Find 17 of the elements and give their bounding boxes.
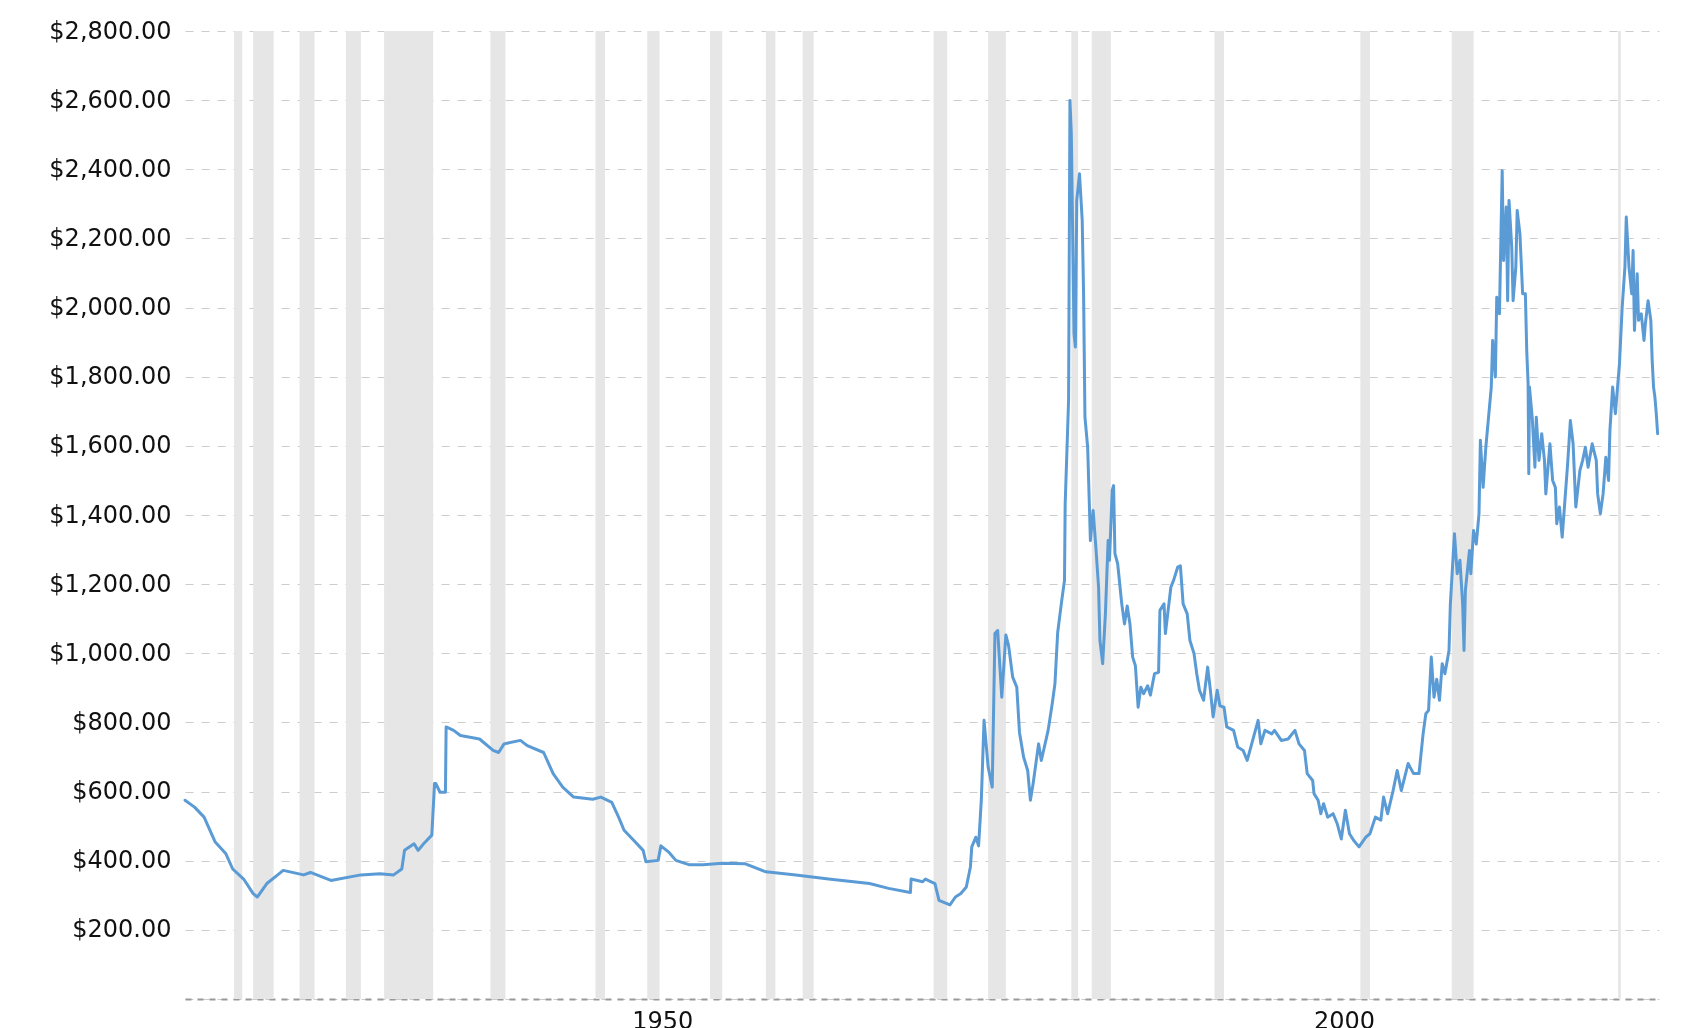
- y-tick-label: $400.00: [72, 846, 172, 875]
- y-tick-label: $1,200.00: [49, 569, 172, 598]
- y-tick-label: $800.00: [72, 707, 172, 736]
- y-tick-label: $1,800.00: [49, 362, 172, 391]
- y-tick-label: $1,400.00: [49, 500, 172, 529]
- line-series: [183, 98, 1660, 907]
- y-tick-label: $200.00: [72, 915, 172, 944]
- y-tick-label: $2,000.00: [49, 293, 172, 322]
- y-tick-label: $600.00: [72, 777, 172, 806]
- y-tick-label: $2,200.00: [49, 223, 172, 252]
- y-tick-label: $2,400.00: [49, 154, 172, 183]
- y-tick-label: $1,000.00: [49, 638, 172, 667]
- x-tick-label: 2000: [1313, 1006, 1376, 1028]
- y-tick-label: $2,800.00: [49, 16, 172, 45]
- y-tick-label: $1,600.00: [49, 431, 172, 460]
- y-tick-label: $2,600.00: [49, 85, 172, 114]
- x-tick-label: 1950: [632, 1006, 694, 1028]
